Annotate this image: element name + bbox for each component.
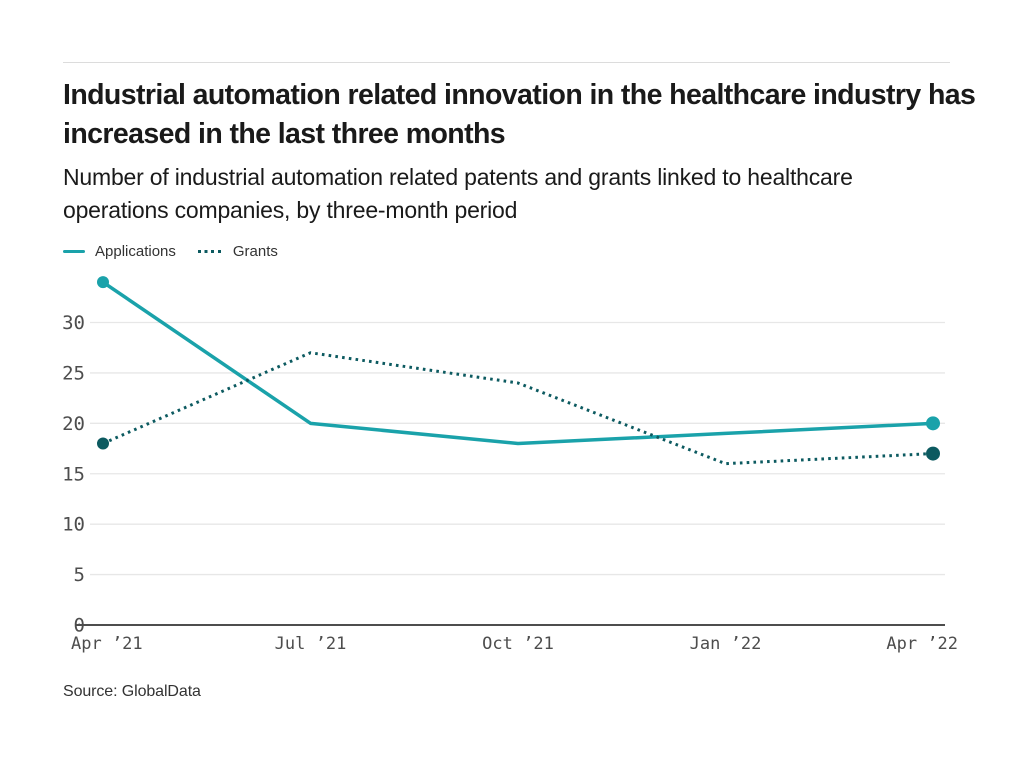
top-divider [63,62,950,63]
data-point-marker-grants [97,437,109,450]
line-chart: 0 5 10 15 20 25 30 Apr ’21 Jul ’21 Oct ’21 Jan ’22… [62,265,963,660]
x-tick-label: Apr ’22 [886,634,958,654]
x-tick-label: Apr ’21 [71,634,143,654]
y-tick-label: 25 [63,362,85,384]
x-tick-label: Jul ’21 [275,634,347,654]
data-point-marker-applications [926,416,940,431]
data-point-marker-grants [926,446,940,461]
legend-label-grants: Grants [232,243,278,260]
legend-label-applications: Applications [95,243,176,260]
y-tick-label: 20 [63,413,85,435]
data-point-marker-applications [97,276,109,289]
series-line-grants [102,351,934,466]
grants-dotted-swatch-icon [197,249,223,254]
source-attribution: Source: GlobalData [63,683,201,700]
x-tick-label: Oct ’21 [482,634,554,654]
y-tick-label: 10 [63,514,85,536]
legend-item-applications: Applications [63,243,176,260]
y-tick-label: 0 [74,615,85,637]
x-tick-label: Jan ’22 [690,634,762,654]
legend-item-grants: Grants [197,243,278,260]
y-tick-label: 15 [63,463,85,485]
chart-subtitle: Number of industrial automation related … [63,164,853,223]
applications-line-swatch-icon [63,249,85,254]
chart-legend: Applications Grants [63,243,278,260]
y-tick-label: 30 [63,312,85,334]
y-tick-label: 5 [74,564,85,586]
line-chart-svg: 0 5 10 15 20 25 30 Apr ’21 Jul ’21 Oct ’21 Jan ’22… [62,276,958,654]
series-line-applications [102,280,934,446]
page-title: Industrial automation related innovation… [63,79,976,150]
